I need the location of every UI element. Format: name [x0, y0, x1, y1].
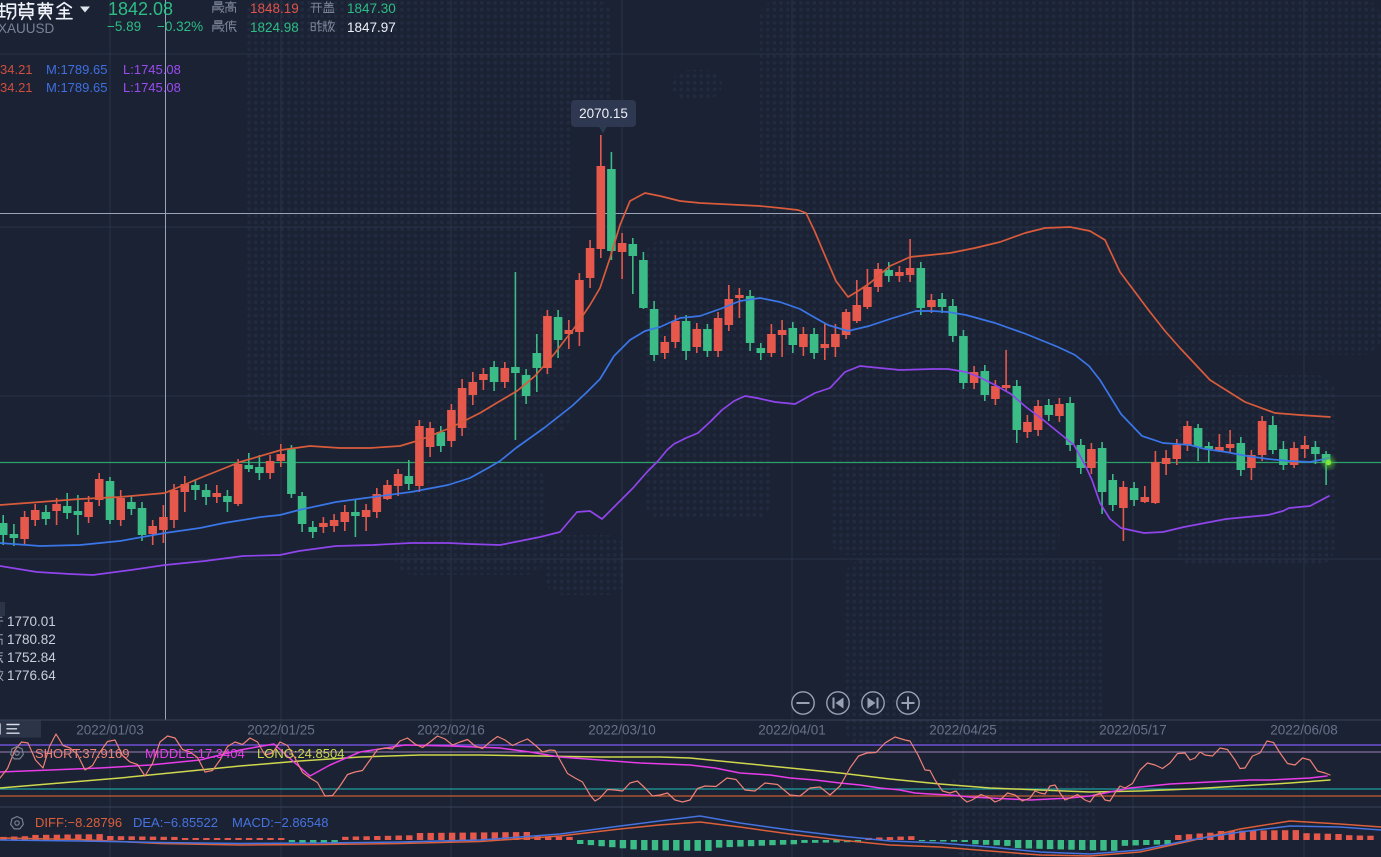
- svg-text:1824.98: 1824.98: [250, 20, 299, 35]
- svg-text:1847.97: 1847.97: [347, 20, 396, 35]
- svg-text:2022/02/16: 2022/02/16: [417, 723, 485, 738]
- svg-text:1842.08: 1842.08: [108, 0, 173, 19]
- svg-text:1776.64: 1776.64: [7, 668, 56, 683]
- svg-text:DIFF:−8.28796: DIFF:−8.28796: [35, 815, 122, 830]
- svg-text:L:1745.08: L:1745.08: [123, 80, 181, 95]
- svg-text:1770.01: 1770.01: [7, 614, 56, 629]
- svg-text:M:1789.65: M:1789.65: [46, 80, 107, 95]
- svg-text:1848.19: 1848.19: [250, 1, 299, 16]
- svg-text:XAUUSD: XAUUSD: [0, 21, 55, 36]
- svg-text:LONG:24.8504: LONG:24.8504: [257, 746, 344, 761]
- svg-text:2022/04/01: 2022/04/01: [758, 723, 826, 738]
- svg-text:2070.15: 2070.15: [579, 106, 628, 121]
- svg-text:2022/05/17: 2022/05/17: [1099, 723, 1167, 738]
- svg-text:DEA:−6.85522: DEA:−6.85522: [133, 815, 218, 830]
- svg-text:2022/01/03: 2022/01/03: [76, 723, 144, 738]
- svg-text:2022/03/10: 2022/03/10: [588, 723, 656, 738]
- svg-text:1847.30: 1847.30: [347, 1, 396, 16]
- svg-text:−0.32%: −0.32%: [157, 19, 203, 34]
- svg-text:MIDDLE:17.3404: MIDDLE:17.3404: [145, 746, 245, 761]
- svg-text:−5.89: −5.89: [107, 19, 141, 34]
- svg-text:34.21: 34.21: [0, 80, 33, 95]
- svg-text:2022/06/08: 2022/06/08: [1270, 723, 1338, 738]
- svg-text:M:1789.65: M:1789.65: [46, 62, 107, 77]
- svg-text:2022/01/25: 2022/01/25: [247, 723, 315, 738]
- svg-text:1780.82: 1780.82: [7, 632, 56, 647]
- svg-text:1752.84: 1752.84: [7, 650, 56, 665]
- svg-text:MACD:−2.86548: MACD:−2.86548: [232, 815, 328, 830]
- svg-text:SHORT:37.9169: SHORT:37.9169: [35, 746, 129, 761]
- svg-text:2022/04/25: 2022/04/25: [929, 723, 997, 738]
- svg-text:L:1745.08: L:1745.08: [123, 62, 181, 77]
- svg-text:34.21: 34.21: [0, 62, 33, 77]
